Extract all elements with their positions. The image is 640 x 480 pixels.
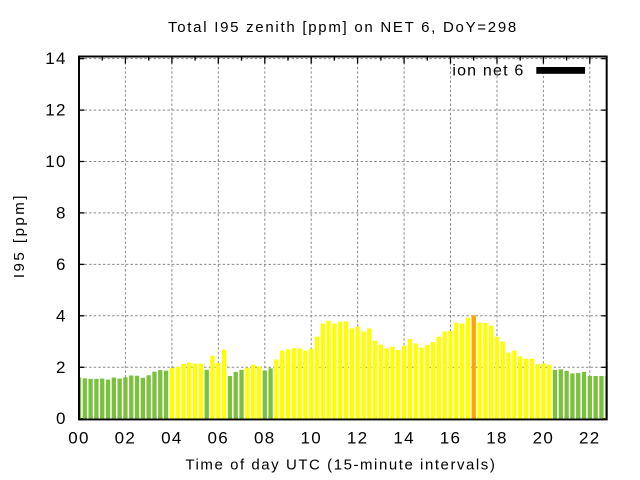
svg-text:I95 [ppm]: I95 [ppm] [11, 193, 28, 278]
svg-text:0: 0 [56, 409, 67, 428]
svg-text:10: 10 [300, 429, 322, 448]
svg-text:Time of day UTC (15-minute int: Time of day UTC (15-minute intervals) [185, 456, 496, 473]
svg-text:8: 8 [56, 203, 67, 222]
svg-text:14: 14 [45, 49, 67, 68]
svg-text:06: 06 [208, 429, 230, 448]
svg-text:12: 12 [347, 429, 369, 448]
svg-text:22: 22 [579, 429, 601, 448]
svg-text:00: 00 [68, 429, 90, 448]
svg-text:04: 04 [161, 429, 183, 448]
svg-text:20: 20 [533, 429, 555, 448]
svg-text:Total I95 zenith [ppm] on NET: Total I95 zenith [ppm] on NET 6, DoY=298 [168, 19, 518, 36]
svg-text:6: 6 [56, 255, 67, 274]
svg-text:16: 16 [440, 429, 462, 448]
svg-text:02: 02 [115, 429, 137, 448]
svg-text:4: 4 [56, 306, 67, 325]
svg-text:10: 10 [45, 152, 67, 171]
svg-text:14: 14 [393, 429, 415, 448]
svg-text:2: 2 [56, 358, 67, 377]
svg-text:08: 08 [254, 429, 276, 448]
svg-text:12: 12 [45, 101, 67, 120]
svg-text:18: 18 [486, 429, 508, 448]
svg-text:ion net 6: ion net 6 [452, 63, 524, 80]
